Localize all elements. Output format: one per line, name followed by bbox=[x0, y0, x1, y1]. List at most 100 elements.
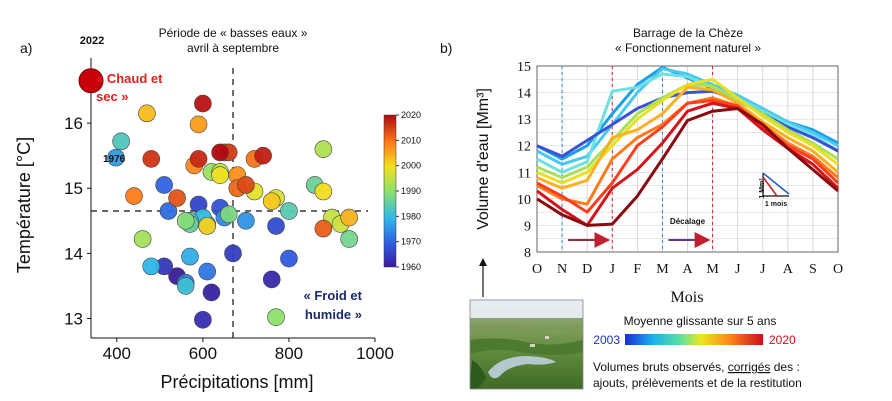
scatter-point bbox=[314, 140, 333, 158]
colorbar-tick-label: 1960 bbox=[401, 262, 421, 272]
photo-link-arrowhead bbox=[479, 258, 487, 266]
panel-a-title-line2: avril à septembre bbox=[187, 41, 279, 55]
scatter-point bbox=[168, 189, 186, 207]
panel-b-x-tick-label: A bbox=[682, 262, 693, 277]
scatter-point bbox=[189, 115, 208, 134]
scatter-point bbox=[194, 310, 212, 329]
quadrant-label-hot-dry-line2: sec » bbox=[96, 89, 129, 104]
scatter-point bbox=[224, 244, 242, 263]
scatter-point bbox=[125, 187, 143, 205]
reservoir-photo bbox=[469, 299, 584, 390]
panel-b-x-axis-label: Mois bbox=[671, 289, 704, 306]
scale-vertical-label: 1 Mm³ bbox=[759, 178, 766, 199]
panel-b-x-tick-label: J bbox=[610, 262, 616, 277]
series-line bbox=[536, 99, 840, 214]
scatter-point bbox=[262, 192, 281, 211]
panel-b-y-tick-label: 13 bbox=[517, 113, 531, 128]
panel-b-y-tick-label: 10 bbox=[517, 193, 531, 208]
series-line bbox=[536, 89, 839, 158]
scatter-point bbox=[280, 202, 298, 220]
panel-a-x-tick-label: 400 bbox=[103, 344, 131, 363]
panel-b-x-tick-label: O bbox=[532, 262, 542, 277]
scatter-plot-area: 13 14 15 16 400 600 800 1000 bbox=[64, 58, 394, 363]
scatter-point bbox=[176, 211, 195, 230]
panel-b-y-tick-label: 9 bbox=[524, 219, 531, 234]
scatter-point bbox=[189, 150, 208, 168]
scatter-point bbox=[267, 308, 285, 326]
scatter-point bbox=[340, 208, 358, 227]
colorbar-tick-label: 2010 bbox=[401, 135, 421, 145]
label-1976: 1976 bbox=[103, 154, 126, 165]
panel-b-x-tick-label: S bbox=[809, 262, 817, 277]
scatter-point bbox=[181, 247, 199, 266]
panel-a-y-tick-label: 14 bbox=[64, 244, 83, 263]
panel-b-x-tick-label: M bbox=[706, 262, 719, 277]
scale-horizontal-label: 1 mois bbox=[765, 201, 787, 208]
panel-a-x-tick-label: 1000 bbox=[356, 344, 394, 363]
scatter-point bbox=[198, 262, 216, 281]
colorbar-tick-label: 1980 bbox=[401, 211, 421, 221]
scale-diagonal-blue bbox=[762, 172, 790, 195]
panel-b-x-tick-label: J bbox=[735, 262, 741, 277]
series-line bbox=[536, 85, 839, 190]
panel-b-x-tick-label: M bbox=[656, 262, 669, 277]
legend-title: Moyenne glissante sur 5 ans bbox=[624, 314, 777, 328]
panel-a-x-axis-label: Précipitations [mm] bbox=[160, 372, 313, 392]
scatter-point bbox=[133, 230, 152, 248]
quadrant-label-hot-dry-line1: « Chaud et bbox=[96, 71, 163, 86]
panel-b-x-tick-label: O bbox=[833, 262, 843, 277]
scatter-point bbox=[262, 270, 281, 289]
scatter-point bbox=[202, 283, 221, 302]
scatter-point bbox=[211, 166, 229, 185]
panel-a-title-line1: Période de « basses eaux » bbox=[159, 26, 308, 40]
scatter-point bbox=[211, 143, 229, 162]
panel-b-y-tick-label: 14 bbox=[517, 87, 531, 102]
panel-a-x-tick-label: 600 bbox=[189, 344, 217, 363]
panel-a-y-tick-label: 15 bbox=[64, 179, 83, 198]
colorbar-tick-label: 1990 bbox=[401, 186, 421, 196]
series-line bbox=[536, 77, 839, 185]
panel-b-title-line1: Barrage de la Chèze bbox=[633, 26, 743, 40]
label-2022: 2022 bbox=[80, 35, 104, 47]
scatter-point bbox=[237, 211, 255, 230]
panel-a-label: a) bbox=[20, 40, 32, 56]
panel-b-y-tick-label: 15 bbox=[517, 60, 531, 75]
footnote-line2: ajouts, prélèvements et de la restitutio… bbox=[593, 376, 802, 390]
legend-start-year: 2003 bbox=[593, 333, 620, 347]
scatter-point bbox=[176, 277, 195, 295]
scatter-point bbox=[142, 257, 161, 276]
colorbar-ticks: 1960 1970 1980 1990 2000 2010 2020 bbox=[396, 110, 421, 272]
scatter-point bbox=[219, 205, 238, 224]
panel-b-label: b) bbox=[440, 40, 452, 56]
scatter-point bbox=[107, 148, 125, 167]
panel-b-y-tick-label: 8 bbox=[524, 246, 531, 261]
panel-a-x-tick-label: 800 bbox=[275, 344, 303, 363]
scatter-point bbox=[159, 202, 178, 220]
scatter-point bbox=[254, 146, 272, 165]
scatter-point bbox=[267, 217, 285, 235]
colorbar-tick-label: 2000 bbox=[401, 161, 421, 171]
legend-end-year: 2020 bbox=[769, 333, 796, 347]
scatter-point bbox=[314, 219, 333, 238]
scatter-point bbox=[340, 230, 358, 248]
scatter-point bbox=[198, 217, 216, 235]
scatter-point bbox=[237, 176, 255, 194]
panel-b-x-tick-label: N bbox=[557, 262, 567, 277]
panel-b-y-tick-label: 11 bbox=[518, 166, 531, 181]
quadrant-label-cold-wet-line2: humide » bbox=[305, 307, 362, 322]
colorbar-tick-label: 1970 bbox=[401, 237, 421, 247]
shift-label: Décalage bbox=[670, 217, 706, 226]
colorbar bbox=[383, 114, 397, 268]
footnote-line1: Volumes bruts observés, corrigés des : bbox=[593, 360, 800, 374]
quadrant-label-cold-wet-line1: « Froid et bbox=[303, 288, 362, 303]
series-line bbox=[536, 67, 839, 166]
panel-a-y-tick-label: 13 bbox=[64, 309, 83, 328]
colorbar-tick-label: 2020 bbox=[401, 110, 421, 120]
scale-diagonal-red bbox=[762, 176, 778, 197]
panel-b-y-tick-label: 12 bbox=[517, 140, 531, 155]
panel-b-x-tick-label: A bbox=[783, 262, 794, 277]
scatter-point bbox=[194, 94, 212, 113]
panel-a-y-tick-label: 16 bbox=[64, 114, 83, 133]
scatter-point bbox=[155, 176, 173, 194]
